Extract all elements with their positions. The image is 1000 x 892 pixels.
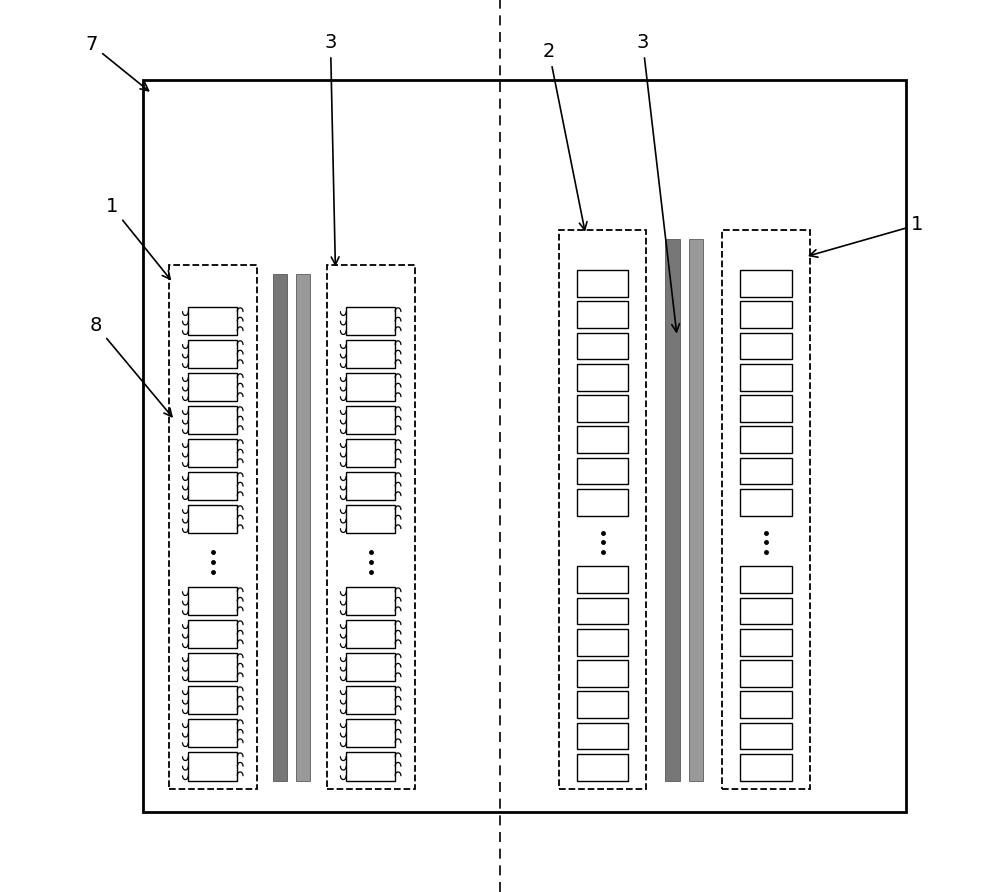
Bar bbox=[577, 754, 628, 780]
Bar bbox=[577, 723, 628, 749]
Bar bbox=[577, 395, 628, 422]
Bar bbox=[740, 333, 792, 359]
Bar bbox=[689, 239, 703, 780]
Bar bbox=[296, 274, 310, 780]
Bar bbox=[577, 333, 628, 359]
Text: 1: 1 bbox=[106, 197, 170, 279]
Bar bbox=[740, 754, 792, 780]
Bar bbox=[188, 406, 237, 434]
Text: 3: 3 bbox=[637, 33, 679, 332]
Text: 3: 3 bbox=[324, 33, 339, 265]
Bar bbox=[740, 629, 792, 656]
Bar bbox=[577, 691, 628, 718]
Bar bbox=[577, 566, 628, 593]
Bar bbox=[188, 653, 237, 681]
Bar bbox=[740, 489, 792, 516]
Bar bbox=[188, 686, 237, 714]
Bar bbox=[740, 691, 792, 718]
Text: 8: 8 bbox=[90, 316, 172, 417]
Bar bbox=[346, 406, 395, 434]
Bar bbox=[188, 620, 237, 648]
Bar bbox=[346, 587, 395, 615]
Bar bbox=[346, 307, 395, 335]
Bar bbox=[577, 489, 628, 516]
Bar bbox=[188, 719, 237, 747]
Bar bbox=[346, 686, 395, 714]
Bar bbox=[740, 458, 792, 484]
Bar bbox=[577, 598, 628, 624]
Bar bbox=[577, 270, 628, 297]
Bar bbox=[346, 719, 395, 747]
Bar bbox=[740, 395, 792, 422]
Bar bbox=[346, 620, 395, 648]
Bar bbox=[188, 505, 237, 533]
Bar bbox=[740, 566, 792, 593]
Bar bbox=[740, 660, 792, 687]
Bar bbox=[273, 274, 287, 780]
Bar bbox=[740, 364, 792, 391]
Text: 1: 1 bbox=[810, 215, 924, 257]
Bar bbox=[740, 426, 792, 453]
Bar bbox=[559, 230, 646, 789]
Bar bbox=[577, 458, 628, 484]
Bar bbox=[346, 373, 395, 401]
Bar bbox=[665, 239, 680, 780]
Bar bbox=[740, 270, 792, 297]
Bar bbox=[577, 364, 628, 391]
Bar bbox=[346, 653, 395, 681]
Bar bbox=[346, 472, 395, 500]
Bar bbox=[577, 301, 628, 328]
Bar bbox=[346, 439, 395, 467]
Bar bbox=[143, 80, 906, 812]
Bar bbox=[740, 598, 792, 624]
Bar bbox=[188, 472, 237, 500]
Bar bbox=[722, 230, 810, 789]
Bar bbox=[188, 587, 237, 615]
Text: 7: 7 bbox=[85, 35, 149, 91]
Bar bbox=[188, 307, 237, 335]
Bar bbox=[346, 752, 395, 780]
Bar bbox=[346, 505, 395, 533]
Bar bbox=[346, 340, 395, 368]
Bar bbox=[740, 723, 792, 749]
Bar bbox=[577, 629, 628, 656]
Bar bbox=[188, 439, 237, 467]
Bar bbox=[188, 752, 237, 780]
Bar bbox=[577, 660, 628, 687]
Bar bbox=[188, 373, 237, 401]
Bar bbox=[577, 426, 628, 453]
Bar bbox=[188, 340, 237, 368]
Bar bbox=[740, 301, 792, 328]
Text: 2: 2 bbox=[543, 42, 587, 230]
Bar bbox=[327, 265, 415, 789]
Bar bbox=[169, 265, 257, 789]
